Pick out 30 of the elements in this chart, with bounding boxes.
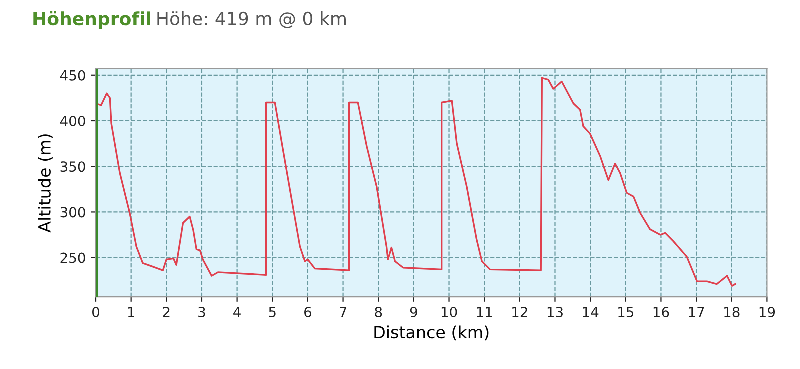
x-tick-label: 10	[442, 307, 458, 318]
x-tick-label: 14	[583, 307, 599, 318]
x-tick-label: 15	[618, 307, 634, 318]
x-tick-label: 19	[760, 307, 776, 318]
x-tick-label: 2	[163, 307, 170, 318]
x-tick-label: 12	[512, 307, 528, 318]
x-tick-label: 9	[410, 307, 418, 318]
y-tick-label: 450	[60, 70, 86, 81]
x-tick-label: 18	[724, 307, 740, 318]
x-tick-label: 4	[234, 307, 241, 318]
chart-subtitle: Höhe: 419 m @ 0 km	[158, 12, 346, 28]
x-axis-title: Distance (km)	[374, 326, 489, 341]
x-tick-label: 7	[340, 307, 347, 318]
x-tick-label: 16	[654, 307, 670, 318]
x-tick-label: 17	[689, 307, 704, 318]
x-tick-label: 5	[269, 307, 276, 318]
x-tick-label: 0	[92, 307, 100, 318]
x-tick-label: 6	[304, 307, 312, 318]
chart-title: Höhenprofil	[34, 11, 150, 30]
y-tick-label: 350	[60, 162, 86, 172]
y-axis-title: Altitude (m)	[38, 134, 53, 233]
x-tick-label: 8	[375, 307, 382, 318]
y-tick-label: 250	[60, 252, 86, 264]
y-tick-label: 300	[60, 207, 86, 218]
x-tick-label: 3	[198, 307, 206, 318]
x-tick-label: 11	[477, 307, 492, 318]
x-tick-label: 1	[128, 307, 134, 318]
x-tick-label: 13	[548, 307, 563, 318]
y-tick-label: 400	[60, 116, 86, 126]
line-series	[96, 77, 736, 287]
